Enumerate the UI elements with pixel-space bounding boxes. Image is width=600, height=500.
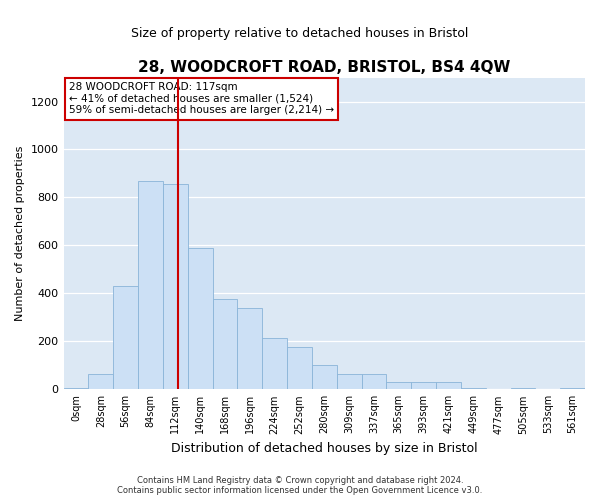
Bar [287, 348, 312, 390]
Bar [386, 382, 411, 390]
Bar [188, 248, 212, 390]
Bar [337, 374, 362, 390]
Bar [511, 388, 535, 390]
Text: Contains HM Land Registry data © Crown copyright and database right 2024.
Contai: Contains HM Land Registry data © Crown c… [118, 476, 482, 495]
Title: 28, WOODCROFT ROAD, BRISTOL, BS4 4QW: 28, WOODCROFT ROAD, BRISTOL, BS4 4QW [138, 60, 511, 75]
Bar [560, 388, 585, 390]
Bar [238, 308, 262, 390]
Bar [64, 388, 88, 390]
X-axis label: Distribution of detached houses by size in Bristol: Distribution of detached houses by size … [171, 442, 478, 455]
Bar [461, 388, 485, 390]
Bar [362, 374, 386, 390]
Text: 28 WOODCROFT ROAD: 117sqm
← 41% of detached houses are smaller (1,524)
59% of se: 28 WOODCROFT ROAD: 117sqm ← 41% of detac… [69, 82, 334, 116]
Bar [88, 374, 113, 390]
Text: Size of property relative to detached houses in Bristol: Size of property relative to detached ho… [131, 28, 469, 40]
Bar [312, 366, 337, 390]
Bar [411, 382, 436, 390]
Y-axis label: Number of detached properties: Number of detached properties [15, 146, 25, 321]
Bar [113, 286, 138, 390]
Bar [212, 300, 238, 390]
Bar [138, 180, 163, 390]
Bar [262, 338, 287, 390]
Bar [436, 382, 461, 390]
Bar [163, 184, 188, 390]
